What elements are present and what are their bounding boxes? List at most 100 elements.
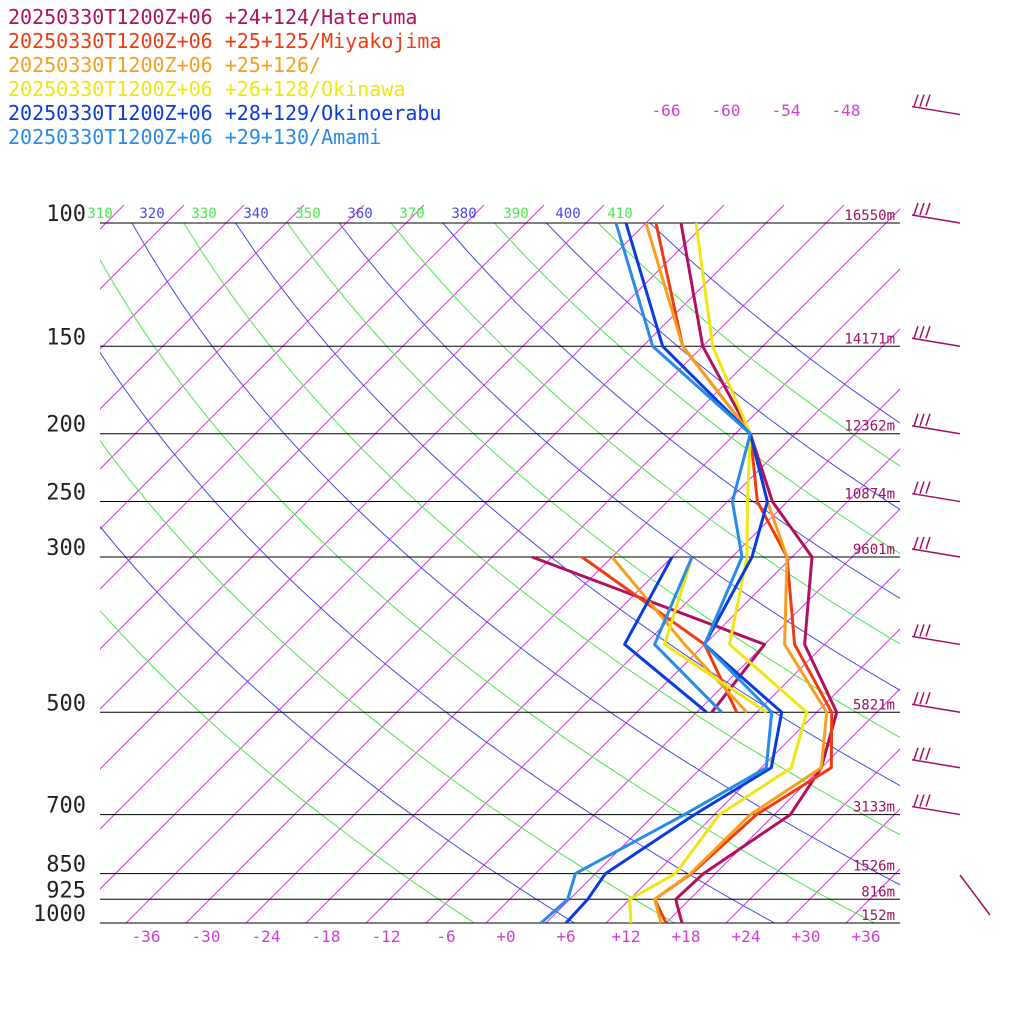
- height-label: 9601m: [853, 542, 895, 558]
- isotherm-line: [100, 222, 587, 710]
- pressure-label: 100: [46, 202, 86, 227]
- isotherm-line: [645, 205, 665, 224]
- wind-barb-flag: [925, 481, 931, 494]
- isotherm-line: [405, 205, 425, 224]
- dewpoint-profile: [623, 556, 708, 714]
- wind-barb-flag: [919, 747, 925, 760]
- temperature-tick-label: +36: [852, 927, 881, 946]
- isotherm-line: [825, 205, 845, 224]
- theta-line: [235, 222, 900, 787]
- wind-barb: [959, 874, 991, 916]
- wind-barb-flag: [925, 94, 931, 107]
- legend-entry: 20250330T1200Z+06 +25+125/Miyakojima: [8, 29, 441, 53]
- isotherm-line: [345, 205, 365, 224]
- isobar-grid: [100, 222, 900, 924]
- wind-barb-flag: [925, 747, 931, 760]
- isotherm-line: [605, 628, 900, 924]
- legend-entry: 20250330T1200Z+06 +24+124/Hateruma: [8, 5, 417, 29]
- theta-label: 400: [555, 206, 580, 222]
- upper-temp-label: -66: [652, 101, 681, 120]
- temperature-profile: [644, 222, 829, 924]
- isotherm-line: [465, 205, 485, 224]
- theta-labels: 310 320 330 340 350 360 370 380 390 400 410: [87, 206, 632, 222]
- legend-entry: 20250330T1200Z+06 +29+130/Amami: [8, 125, 381, 149]
- isotherm-line: [100, 222, 467, 590]
- theta-line: [649, 222, 900, 424]
- isotherm-line: [725, 748, 900, 924]
- temperature-profile: [628, 222, 809, 924]
- wind-barb-flag: [913, 624, 919, 637]
- wind-barb: [911, 337, 961, 348]
- temperature-tick-label: +12: [612, 927, 641, 946]
- isotherm-line: [545, 568, 900, 924]
- dewpoint-profile: [610, 556, 748, 714]
- legend-entry: 20250330T1200Z+06 +25+126/: [8, 53, 321, 77]
- wind-barb-flag: [913, 413, 919, 426]
- theta-label: 330: [191, 206, 216, 222]
- upper-temperature-labels: -66 -60 -54 -48: [652, 101, 861, 120]
- theta-label: 340: [243, 206, 268, 222]
- isotherm-line: [100, 222, 287, 410]
- wind-barbs: [911, 94, 991, 916]
- upper-temp-label: -54: [772, 101, 801, 120]
- height-label: 10874m: [844, 487, 895, 503]
- wind-barb-flag: [925, 692, 931, 705]
- isotherm-line: [100, 222, 347, 470]
- isotherm-line: [966, 223, 1024, 923]
- theta-label: 410: [607, 206, 632, 222]
- height-label: 14171m: [844, 331, 895, 347]
- wind-barb-flag: [919, 202, 925, 216]
- wind-barb-flag: [925, 413, 931, 426]
- legend-entry: 20250330T1200Z+06 +28+129/Okinoerabu: [8, 101, 441, 125]
- pressure-label: 200: [46, 413, 86, 438]
- temperature-tick-label: -12: [372, 927, 401, 946]
- wind-barb-flag: [925, 624, 931, 637]
- isotherm-line: [585, 205, 605, 224]
- isotherm-line: [165, 205, 185, 224]
- isotherm-line: [305, 328, 900, 924]
- isotherm-grid: [100, 205, 1024, 924]
- pressure-label: 850: [46, 853, 86, 878]
- temperature-profile: [540, 222, 774, 925]
- dewpoint-profile: [653, 556, 723, 714]
- theta-label: 390: [503, 206, 528, 222]
- height-labels: 16550m 14171m 12362m 10874m 9601m 5821m 3133m 1…: [844, 208, 895, 924]
- isotherm-line: [100, 222, 227, 350]
- wind-barb: [911, 214, 961, 224]
- theta-line: [442, 222, 900, 599]
- wind-barb-flag: [913, 794, 919, 807]
- wind-barb: [911, 703, 961, 714]
- temperature-tick-labels: -36 -30 -24 -18 -12 -6 +0 +6 +12 +18 +24 +30 +36: [132, 927, 881, 946]
- theta-label: 380: [451, 206, 476, 222]
- temperature-tick-label: +0: [496, 927, 515, 946]
- pressure-label: 1000: [33, 902, 86, 927]
- wind-barb: [911, 105, 961, 116]
- wind-barb-flag: [925, 536, 931, 550]
- theta-label: 310: [87, 206, 112, 222]
- wind-barb-flag: [925, 794, 931, 807]
- temperature-tick-label: +30: [792, 927, 821, 946]
- isotherm-line: [185, 222, 887, 924]
- height-label: 16550m: [844, 208, 895, 224]
- pressure-label: 700: [46, 794, 86, 819]
- wind-barb: [911, 548, 961, 558]
- pressure-label: 300: [46, 536, 86, 561]
- theta-label: 370: [399, 206, 424, 222]
- wind-barb-flag: [925, 202, 931, 216]
- height-label: 1526m: [853, 859, 895, 875]
- isotherm-line: [1006, 205, 1024, 223]
- height-label: 5821m: [853, 697, 895, 713]
- sounding-profiles: [531, 222, 839, 925]
- dewpoint-profile: [531, 555, 767, 714]
- isotherm-line: [100, 222, 647, 770]
- temperature-tick-label: -18: [312, 927, 341, 946]
- isotherm-line: [885, 208, 900, 224]
- wind-barb-flag: [919, 536, 925, 550]
- wind-barb: [911, 424, 961, 435]
- wind-barb-flag: [919, 413, 925, 426]
- isotherm-line: [765, 205, 785, 224]
- theta-line: [338, 222, 900, 691]
- isotherm-line: [365, 388, 900, 924]
